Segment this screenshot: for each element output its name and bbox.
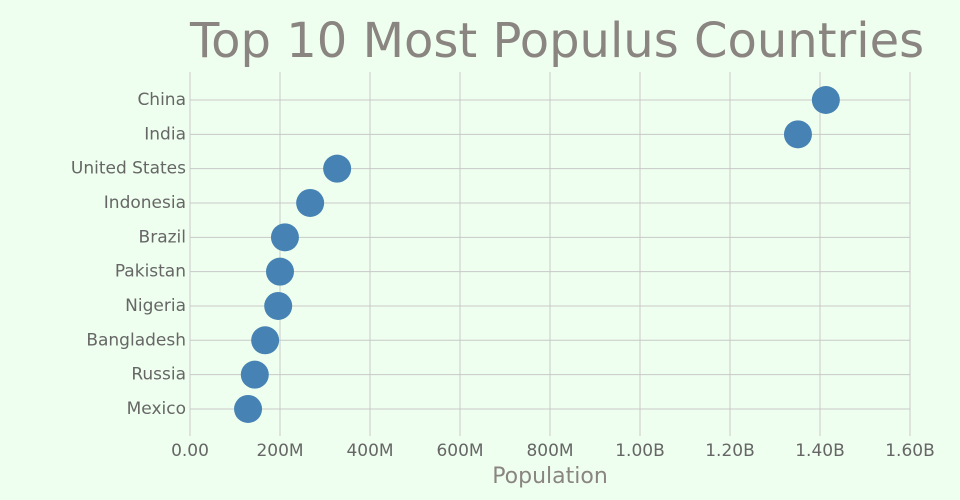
x-axis-label: Population bbox=[492, 464, 608, 489]
dot bbox=[323, 154, 352, 183]
dot bbox=[811, 86, 840, 114]
dot bbox=[783, 120, 812, 149]
dot bbox=[234, 394, 263, 423]
y-tick-label: Brazil bbox=[139, 227, 186, 247]
y-tick-label: Nigeria bbox=[125, 296, 186, 316]
y-tick-label: Russia bbox=[131, 365, 186, 385]
x-tick-label: 1.00B bbox=[615, 441, 665, 461]
dot bbox=[240, 360, 269, 389]
dot bbox=[270, 223, 299, 252]
x-tick-label: 200M bbox=[256, 441, 303, 461]
dot bbox=[264, 291, 293, 320]
y-tick-label: Indonesia bbox=[104, 193, 186, 213]
y-tick-label: Bangladesh bbox=[86, 330, 186, 350]
dot bbox=[296, 188, 325, 217]
chart-title: Top 10 Most Populus Countries bbox=[189, 13, 924, 69]
dot bbox=[266, 257, 294, 286]
y-tick-label: United States bbox=[71, 159, 186, 179]
x-tick-label: 800M bbox=[526, 441, 573, 461]
x-tick-label: 1.20B bbox=[705, 441, 755, 461]
y-tick-label: Pakistan bbox=[115, 262, 186, 282]
dot bbox=[251, 326, 280, 355]
x-tick-label: 1.40B bbox=[795, 441, 845, 461]
y-tick-label: China bbox=[137, 90, 186, 110]
x-tick-label: 600M bbox=[436, 441, 483, 461]
x-tick-label: 1.60B bbox=[885, 441, 935, 461]
y-tick-label: India bbox=[144, 124, 186, 144]
y-tick-label: Mexico bbox=[127, 399, 186, 419]
x-tick-label: 400M bbox=[346, 441, 393, 461]
x-tick-label: 0.00 bbox=[171, 441, 209, 461]
